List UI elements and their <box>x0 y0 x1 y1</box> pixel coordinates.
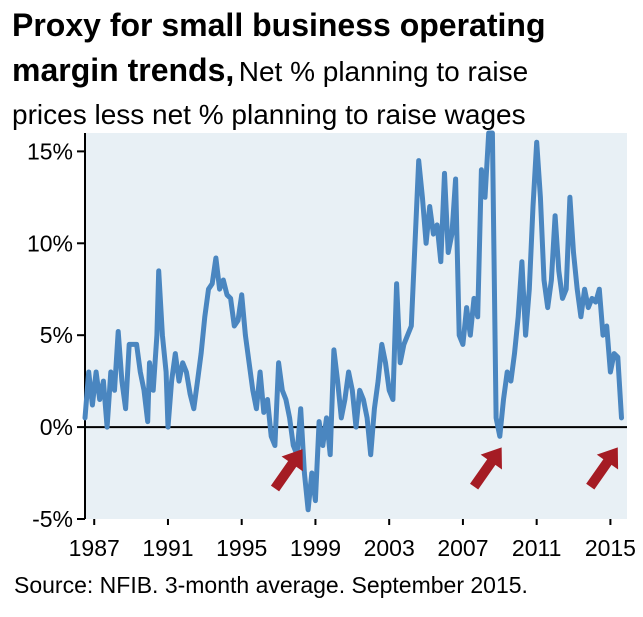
x-tick-label: 2007 <box>437 535 488 561</box>
y-tick-label: 10% <box>27 230 73 256</box>
x-tick-label: 2015 <box>585 535 636 561</box>
annotation-arrows <box>270 447 619 492</box>
plot-area <box>85 133 627 519</box>
source-note: Source: NFIB. 3-month average. September… <box>14 572 528 598</box>
y-tick-label: 5% <box>40 322 73 348</box>
y-axis-ticks: -5% 0% 5% 10% 15% <box>27 138 85 532</box>
arrow-2009 <box>470 447 502 490</box>
x-tick-label: 1995 <box>216 535 267 561</box>
subtitle-line-2: prices less net % planning to raise wage… <box>12 99 526 130</box>
x-tick-label: 1991 <box>142 535 193 561</box>
title-line-2: margin trends, <box>12 52 235 88</box>
y-tick-label: 15% <box>27 138 73 164</box>
arrow-1998 <box>270 449 303 492</box>
x-axis-ticks: 1987 1991 1995 1999 2003 2007 2011 2015 <box>69 519 636 561</box>
x-tick-label: 2003 <box>364 535 415 561</box>
y-tick-label: 0% <box>40 414 73 440</box>
title-line-1: Proxy for small business operating <box>12 7 546 43</box>
x-tick-label: 2011 <box>512 535 561 561</box>
subtitle-line-1: Net % planning to raise <box>238 56 529 87</box>
series-line <box>82 130 624 513</box>
x-tick-label: 1999 <box>290 535 341 561</box>
y-tick-label: -5% <box>32 506 73 532</box>
x-tick-label: 1987 <box>69 535 120 561</box>
chart-title: Proxy for small business operating margi… <box>12 6 637 139</box>
arrow-2015 <box>586 447 619 490</box>
